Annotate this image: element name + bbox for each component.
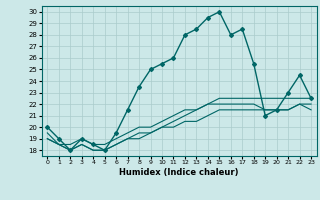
X-axis label: Humidex (Indice chaleur): Humidex (Indice chaleur) [119, 168, 239, 177]
